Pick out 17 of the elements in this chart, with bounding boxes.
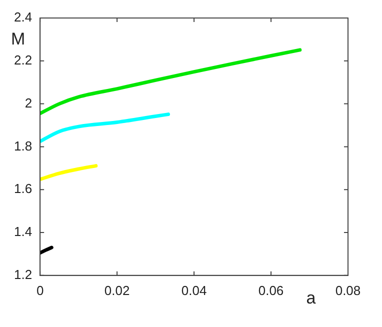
line-series bbox=[40, 48, 302, 116]
y-tick-label: 2 bbox=[24, 95, 32, 110]
y-tick-label: 1.6 bbox=[14, 181, 32, 196]
line-series bbox=[40, 164, 98, 182]
x-axis-title: a bbox=[306, 288, 316, 308]
y-tick-label: 1.8 bbox=[14, 138, 32, 154]
y-tick-label: 2.2 bbox=[14, 52, 32, 68]
x-tick-label: 0.08 bbox=[335, 282, 361, 298]
y-tick-label: 1.4 bbox=[14, 224, 32, 240]
x-tick-label: 0 bbox=[36, 282, 44, 298]
x-tick-label: 0.02 bbox=[104, 282, 130, 298]
y-tick-label: 2.4 bbox=[14, 10, 32, 25]
x-tick-label: 0.06 bbox=[258, 282, 284, 298]
y-tick-label: 1.2 bbox=[14, 266, 32, 282]
line-series bbox=[40, 112, 170, 144]
x-tick-label: 0.04 bbox=[181, 282, 207, 298]
y-axis-title: M bbox=[10, 30, 26, 49]
